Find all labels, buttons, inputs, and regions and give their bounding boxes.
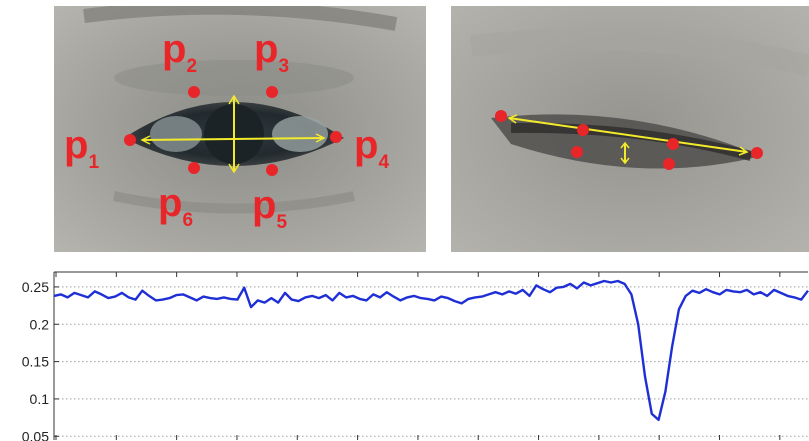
- y-tick-label: 0.1: [30, 391, 50, 407]
- landmark-p6-dot: [571, 146, 583, 158]
- landmark-label-p3: p3: [254, 27, 289, 77]
- y-tick-label: 0.2: [30, 316, 50, 332]
- horizontal-arrow-right: [315, 133, 326, 143]
- landmark-p2-dot: [188, 86, 200, 98]
- landmark-p6-dot: [188, 162, 200, 174]
- landmark-p1-dot: [495, 110, 507, 122]
- y-tick-label: 0.15: [22, 354, 49, 370]
- eyebrow-shade: [83, 6, 398, 31]
- vertical-arrow-bottom: [620, 157, 630, 165]
- series-line-0: [53, 279, 809, 422]
- sclera-right: [272, 116, 328, 152]
- landmark-p5-dot: [266, 164, 278, 176]
- chart-ticks: 0.25 0.2 0.15 0.1 0.05: [22, 272, 781, 441]
- chart-series: [53, 279, 809, 422]
- vertical-arrow-top: [620, 141, 630, 149]
- landmark-p5-dot: [663, 158, 675, 170]
- open-eye-image: p1 p2 p3 p4 p5 p6: [54, 6, 426, 252]
- chart-grid: [54, 286, 808, 437]
- vertical-arrow-top: [228, 94, 240, 105]
- landmark-label-p6: p6: [158, 181, 193, 231]
- eyelid-crease: [114, 60, 354, 96]
- vertical-arrow-bottom: [228, 163, 240, 174]
- landmark-label-p2: p2: [162, 27, 197, 77]
- closed-eye-image: [451, 6, 809, 252]
- landmark-label-p1: p1: [64, 123, 99, 173]
- horizontal-arrow-left: [140, 135, 151, 145]
- landmark-p3-dot: [266, 86, 278, 98]
- chart-axes: [53, 271, 808, 440]
- horizontal-distance-line: [508, 117, 748, 153]
- landmark-label-p5: p5: [252, 183, 287, 233]
- landmark-p2-dot: [577, 124, 589, 136]
- landmark-p1-dot: [124, 134, 136, 146]
- landmark-p3-dot: [667, 138, 679, 150]
- landmark-p4-dot: [330, 131, 342, 143]
- y-tick-label: 0.25: [22, 279, 49, 295]
- sclera-left: [150, 116, 202, 152]
- brow-shade: [469, 28, 809, 77]
- y-tick-label: 0.05: [22, 428, 49, 441]
- landmark-label-p4: p4: [354, 123, 389, 173]
- ear-line-chart: 0.25 0.2 0.15 0.1 0.05: [22, 271, 809, 441]
- horizontal-arrow-left: [507, 114, 518, 124]
- landmark-p4-dot: [751, 147, 763, 159]
- horizontal-arrow-right: [738, 146, 749, 156]
- lower-lid-shade: [112, 191, 356, 214]
